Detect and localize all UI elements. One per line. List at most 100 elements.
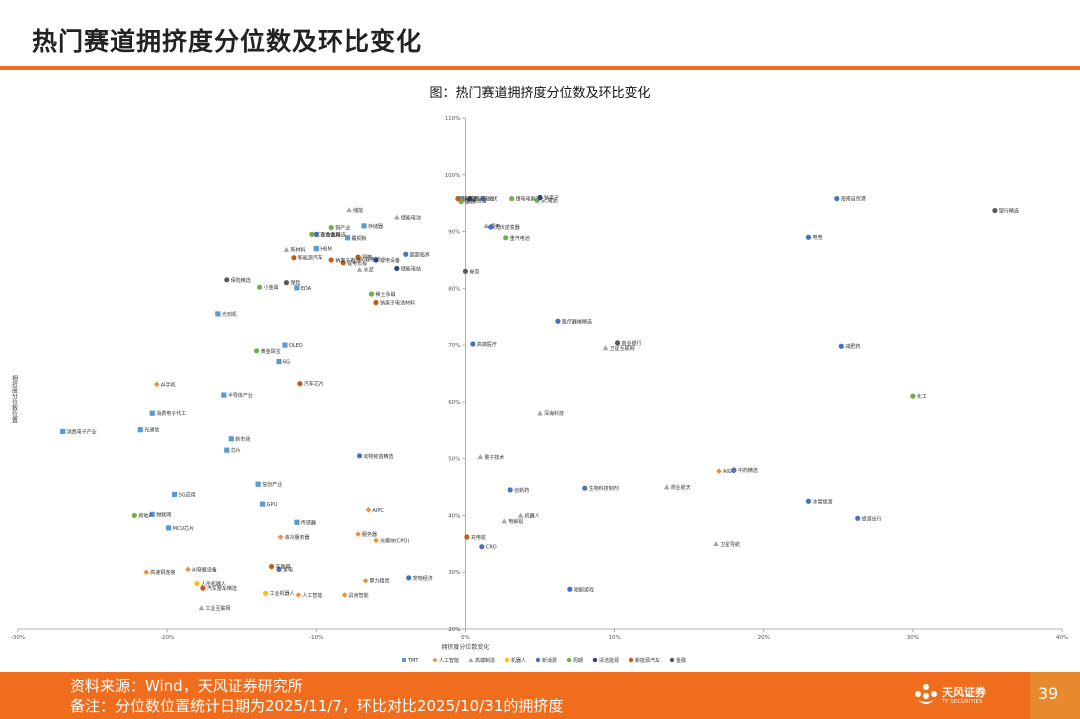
y-tick-label: 40% <box>448 513 460 519</box>
data-point <box>200 585 206 591</box>
x-tick-label: 20% <box>758 635 770 641</box>
data-point <box>276 358 282 365</box>
data-point <box>291 255 297 261</box>
data-label: 钠离子电池 <box>335 257 360 264</box>
legend-marker <box>669 657 675 663</box>
data-point <box>992 207 998 214</box>
data-label: 消费电子代工 <box>156 410 186 417</box>
data-label: AI穿戴设备 <box>192 566 217 573</box>
legend-marker <box>432 657 438 663</box>
data-label: 减肥药 <box>845 343 860 350</box>
data-point <box>294 519 300 525</box>
x-tick-label: -10% <box>309 635 323 641</box>
data-label: 创新药 <box>514 487 529 494</box>
data-point <box>455 196 461 202</box>
data-label: 高速铜连接 <box>150 569 175 576</box>
data-point <box>149 410 155 416</box>
brand-logo: 天风证券 TF SECURITIES <box>912 680 1012 714</box>
header-divider <box>0 66 1080 70</box>
data-point <box>166 525 172 531</box>
data-label: 钠离子 <box>544 194 559 201</box>
data-label: 卫星导航 <box>720 541 740 548</box>
data-point <box>131 512 137 519</box>
data-point <box>805 498 812 504</box>
data-point <box>910 393 916 399</box>
data-point <box>394 214 400 220</box>
page-number-box <box>1030 672 1080 719</box>
footer-bar: 资料来源：Wind，天风证券研究所 备注：分位数位置统计日期为2025/11/7… <box>0 672 1080 719</box>
data-point <box>257 284 263 290</box>
y-tick-label: 60% <box>448 400 460 406</box>
y-tick-label: 80% <box>448 286 460 292</box>
data-label: 光通信 <box>144 427 159 434</box>
data-label: 卫星互联网 <box>610 345 635 352</box>
data-point <box>537 194 543 201</box>
data-label: 化工 <box>917 393 927 400</box>
data-point <box>194 580 200 587</box>
data-label: 有色金属 <box>320 231 340 238</box>
data-label: 保险精选 <box>231 277 251 284</box>
data-label: MCU芯片 <box>173 525 194 532</box>
data-point <box>488 224 494 230</box>
data-label: 券商 <box>469 268 479 275</box>
data-point <box>480 196 486 202</box>
data-point <box>346 207 352 213</box>
data-point <box>297 381 303 387</box>
data-point <box>458 196 464 202</box>
data-label: 半导体产业 <box>228 392 253 399</box>
data-label: 中药精选 <box>738 467 758 474</box>
y-tick-label: 50% <box>448 457 460 463</box>
data-label: 储能 <box>353 207 363 214</box>
legend-marker <box>535 657 541 663</box>
data-label: 新材料 <box>290 247 305 254</box>
data-label: 短剧游戏 <box>574 586 594 593</box>
data-label: 钢铁 <box>465 198 475 205</box>
data-point <box>172 491 178 498</box>
data-point <box>483 223 490 229</box>
data-point <box>254 348 260 354</box>
data-point <box>262 590 269 596</box>
data-label: 消费电子产业 <box>67 428 97 435</box>
data-label: 新能源 <box>462 196 477 203</box>
data-point <box>340 260 346 266</box>
y-tick-label: 70% <box>448 343 460 349</box>
x-axis-label: 拥挤度分位数变化 <box>441 643 489 651</box>
data-label: 海南自贸港 <box>841 196 866 203</box>
data-label: 小金属 <box>264 284 279 291</box>
legend-label: 周期 <box>573 658 583 664</box>
data-point <box>259 501 266 507</box>
data-label: 铜产业 <box>335 225 350 232</box>
data-point <box>834 196 840 202</box>
data-label: 铜箔 <box>362 254 372 261</box>
data-label: 新能源汽车 <box>298 255 323 262</box>
data-label: 工业金属精选 <box>316 231 346 238</box>
x-tick-label: 40% <box>1056 635 1068 641</box>
data-label: 旅游出行 <box>862 515 882 522</box>
data-label: 宠物经济 <box>413 575 433 582</box>
data-point <box>309 231 315 237</box>
data-point <box>368 291 375 297</box>
data-point <box>361 223 367 229</box>
date-note: 备注：分位数位置统计日期为2025/11/7，环比对比2025/10/31的拥挤… <box>70 697 564 715</box>
data-label: 覆铜板 <box>352 235 367 242</box>
data-point <box>355 254 361 260</box>
data-label: 电竞 <box>812 234 822 241</box>
data-point <box>224 447 230 453</box>
data-label: 风电设备 <box>467 197 487 204</box>
data-label: 量子技术 <box>484 454 504 461</box>
data-point <box>582 485 588 491</box>
data-label: 水泥 <box>364 267 374 274</box>
data-point <box>185 566 191 573</box>
data-point <box>149 511 155 517</box>
legend-label: 清洁能源 <box>599 657 619 664</box>
y-axis-label: 拥挤度分位数位置 <box>11 374 18 423</box>
data-point <box>462 268 469 274</box>
data-point <box>855 515 861 521</box>
data-label: 存储器 <box>368 223 383 230</box>
y-tick-label: 20% <box>448 627 460 633</box>
data-label: 物联网 <box>156 511 171 518</box>
legend-label: 人工智能 <box>439 657 459 664</box>
scatter-chart: -30% -20% -10% 0% 10% 20% 30% 40% 20% 30% 40% 50% 60… <box>11 116 1069 664</box>
data-point <box>362 577 369 584</box>
data-label: 信创产业 <box>262 481 282 488</box>
